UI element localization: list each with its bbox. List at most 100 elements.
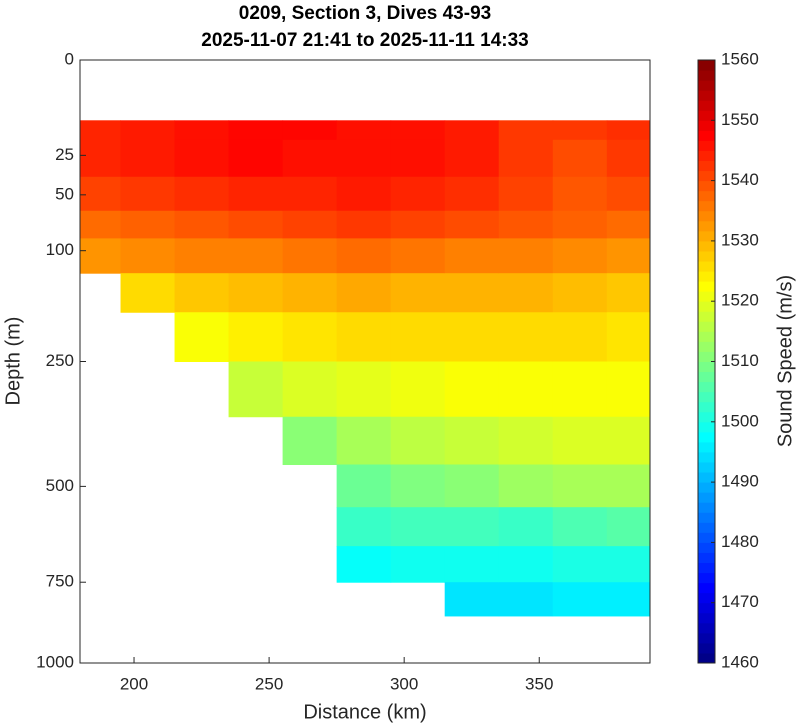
colorbar-swatch (698, 261, 715, 272)
cell (498, 507, 554, 547)
cell (390, 238, 446, 274)
colorbar-swatch (698, 572, 715, 584)
cell (444, 507, 500, 547)
cell (120, 120, 176, 141)
cell (80, 210, 122, 239)
cell (174, 273, 230, 313)
cell (336, 464, 392, 508)
cell (606, 273, 651, 313)
cell (498, 238, 554, 274)
cell (498, 416, 554, 466)
cell (228, 238, 284, 274)
cell (444, 238, 500, 274)
cell (606, 238, 651, 274)
x-tick-label: 300 (390, 674, 418, 693)
cell (498, 546, 554, 583)
cell (444, 120, 500, 141)
cell (444, 139, 500, 178)
colorbar-swatch (698, 271, 715, 282)
cell (228, 120, 284, 141)
cell (606, 139, 651, 178)
x-tick-label: 350 (525, 674, 553, 693)
chart-subtitle: 2025-11-07 21:41 to 2025-11-11 14:33 (201, 30, 528, 51)
colorbar-swatch (698, 391, 715, 403)
colorbar-swatch (698, 70, 715, 81)
colorbar-swatch (698, 351, 715, 362)
colorbar-swatch (698, 381, 715, 393)
colorbar-swatch (698, 522, 715, 533)
cell (552, 546, 608, 583)
cell (498, 582, 554, 617)
cell (606, 507, 651, 547)
colorbar-swatch (698, 451, 715, 463)
colorbar-swatch (698, 492, 715, 503)
colorbar-swatch (698, 90, 715, 101)
cell (498, 120, 554, 141)
colorbar-swatch (698, 411, 715, 423)
y-tick-label: 25 (55, 145, 74, 164)
colorbar-swatch (698, 250, 715, 262)
colorbar-swatch (698, 160, 715, 172)
cell (390, 176, 446, 212)
chart-title: 0209, Section 3, Dives 43-93 (239, 3, 491, 24)
cell (390, 120, 446, 141)
colorbar-swatch (698, 190, 715, 202)
cell (282, 416, 338, 466)
colorbar-swatch (698, 140, 715, 151)
cell (120, 139, 176, 178)
colorbar-swatch (698, 642, 715, 654)
cell (390, 312, 446, 362)
cell (282, 176, 338, 212)
cell (228, 361, 284, 418)
colorbar-swatch (698, 532, 715, 543)
colorbar-tick-label: 1480 (721, 532, 759, 551)
colorbar-swatch (698, 311, 715, 322)
colorbar-swatch (698, 361, 715, 373)
cell (390, 210, 446, 239)
colorbar-swatch (698, 321, 715, 332)
cell (228, 210, 284, 239)
colorbar-swatch (698, 371, 715, 383)
cell (336, 210, 392, 239)
cell (228, 176, 284, 212)
cell (390, 139, 446, 178)
colorbar-swatch (698, 602, 715, 614)
colorbar-swatch (698, 622, 715, 634)
cell (336, 176, 392, 212)
cell (336, 312, 392, 362)
cell (498, 273, 554, 313)
cell (552, 464, 608, 508)
colorbar-swatch (698, 180, 715, 192)
cell (606, 416, 651, 466)
cell (228, 139, 284, 178)
cell (174, 210, 230, 239)
colorbar-swatch (698, 632, 715, 644)
colorbar-swatch (698, 552, 715, 563)
cell (552, 176, 608, 212)
colorbar-swatch (698, 482, 715, 493)
cell (80, 139, 122, 178)
cell (606, 120, 651, 141)
colorbar-swatch (698, 462, 715, 473)
cell (444, 273, 500, 313)
cell (444, 312, 500, 362)
cell (390, 546, 446, 583)
cell (282, 312, 338, 362)
cell (444, 416, 500, 466)
cell (282, 273, 338, 313)
cell (552, 120, 608, 141)
cell (174, 176, 230, 212)
y-tick-label: 0 (65, 49, 74, 68)
x-tick-label: 200 (120, 674, 148, 693)
colorbar-label: Sound Speed (m/s) (774, 275, 796, 447)
colorbar-swatch (698, 100, 715, 111)
colorbar-tick-label: 1460 (721, 652, 759, 671)
y-tick-label: 500 (46, 476, 74, 495)
cell (336, 120, 392, 141)
colorbar-swatch (698, 592, 715, 604)
cell (606, 546, 651, 583)
cell (606, 464, 651, 508)
cell (498, 464, 554, 508)
colorbar-swatch (698, 472, 715, 483)
y-axis-label: Depth (m) (2, 317, 24, 406)
